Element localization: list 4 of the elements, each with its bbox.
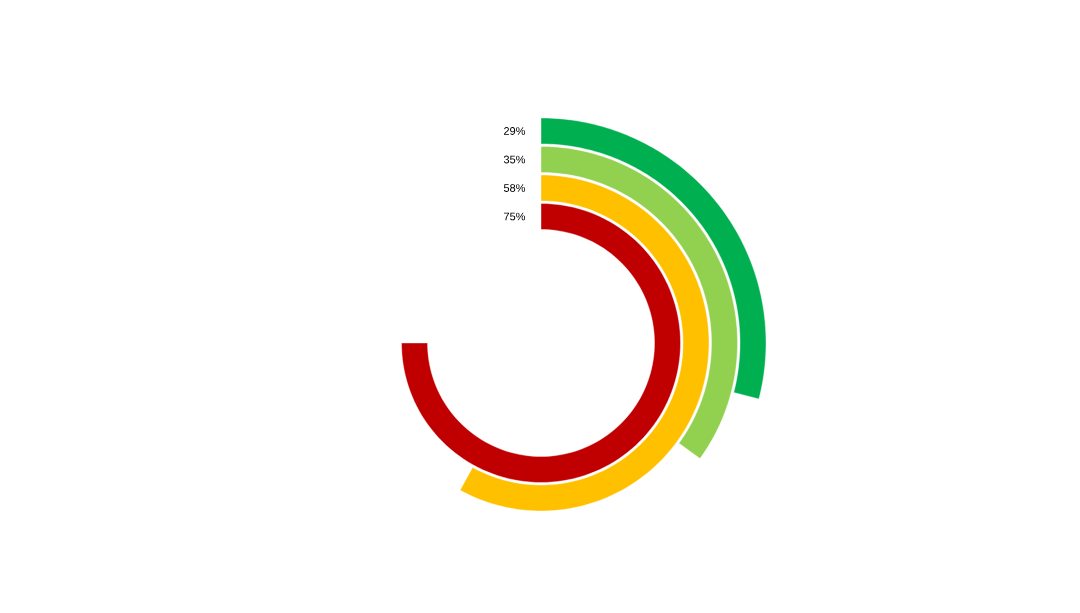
data-label: 29% (504, 127, 526, 135)
data-label: 75% (504, 212, 526, 221)
data-label: 35% (503, 155, 526, 164)
data-label: 58% (503, 184, 526, 192)
